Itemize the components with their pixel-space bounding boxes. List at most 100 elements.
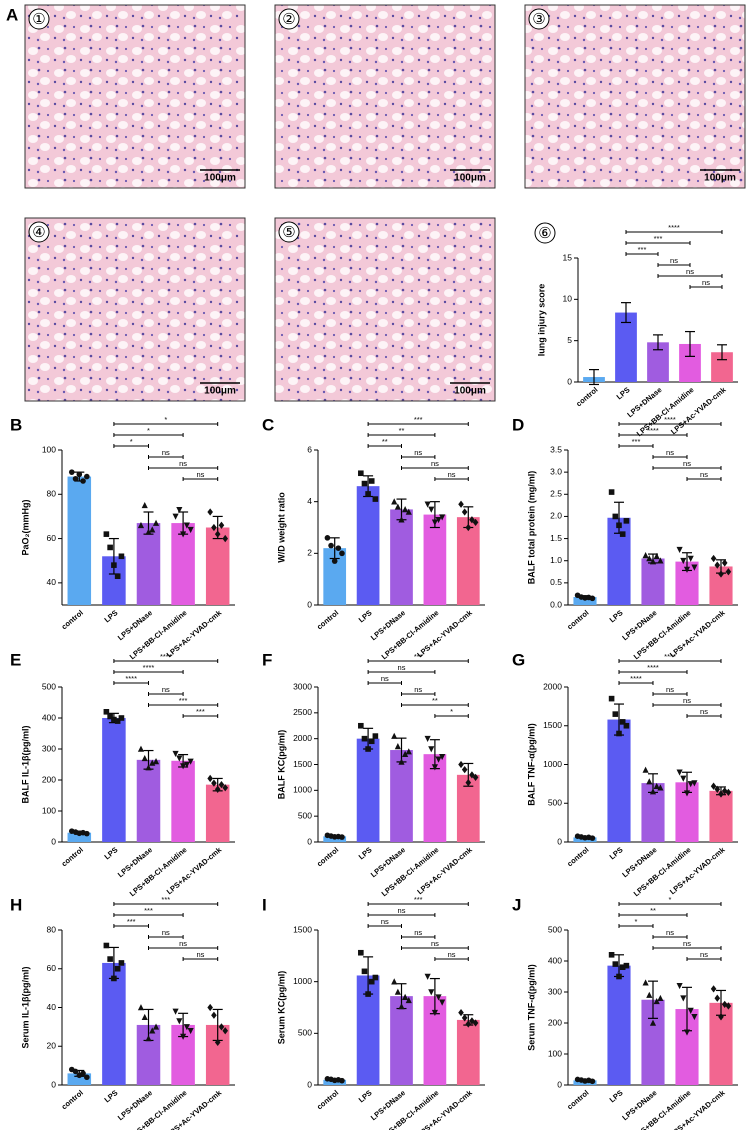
significance-label: ns bbox=[196, 470, 204, 479]
bar bbox=[679, 343, 701, 382]
data-point bbox=[424, 735, 431, 743]
image-label: ① bbox=[32, 11, 45, 28]
y-tick-label: 0 bbox=[307, 1079, 312, 1089]
data-point bbox=[372, 733, 379, 739]
data-point bbox=[141, 1013, 148, 1020]
x-tick-label: control bbox=[315, 608, 340, 631]
significance-label: ns bbox=[381, 674, 389, 683]
data-point bbox=[394, 743, 401, 750]
data-point bbox=[80, 478, 86, 484]
data-point bbox=[676, 983, 683, 990]
significance-label: ** bbox=[650, 906, 656, 915]
significance-label: **** bbox=[630, 674, 642, 683]
data-point bbox=[114, 718, 121, 724]
data-point bbox=[328, 542, 334, 549]
data-point bbox=[714, 994, 721, 1002]
data-point bbox=[365, 991, 371, 997]
bar bbox=[171, 523, 195, 605]
data-point bbox=[653, 997, 660, 1005]
bar bbox=[709, 1002, 733, 1085]
significance-label: *** bbox=[654, 234, 663, 243]
y-axis-label: BALF total protein (mg/ml) bbox=[526, 471, 536, 585]
data-point bbox=[710, 782, 717, 790]
data-point bbox=[439, 999, 446, 1006]
y-axis-label: lung injury score bbox=[536, 284, 546, 357]
y-tick-label: 2.0 bbox=[550, 511, 562, 521]
data-point bbox=[589, 835, 596, 841]
y-tick-label: 0 bbox=[557, 1079, 562, 1089]
data-point bbox=[152, 519, 160, 526]
data-point bbox=[612, 513, 619, 520]
data-point bbox=[646, 991, 653, 998]
significance-label: *** bbox=[196, 707, 205, 716]
data-point bbox=[180, 763, 187, 770]
data-point bbox=[80, 1070, 86, 1077]
y-tick-label: 0 bbox=[307, 836, 312, 846]
data-point bbox=[402, 506, 409, 513]
data-point bbox=[718, 790, 724, 798]
panel-label: D bbox=[512, 415, 524, 434]
data-point bbox=[402, 750, 409, 757]
bar bbox=[67, 832, 92, 842]
data-point bbox=[721, 559, 728, 567]
data-point bbox=[180, 1033, 187, 1040]
data-point bbox=[649, 1019, 657, 1026]
scale-bar-label: 100μm bbox=[454, 386, 486, 397]
y-tick-label: 500 bbox=[548, 924, 562, 934]
data-point bbox=[187, 758, 194, 765]
bar bbox=[647, 342, 669, 382]
data-point bbox=[718, 1013, 724, 1021]
data-point bbox=[137, 745, 145, 752]
y-tick-label: 1000 bbox=[293, 785, 312, 795]
data-point bbox=[103, 709, 110, 715]
bar bbox=[205, 784, 230, 842]
data-point bbox=[394, 503, 401, 510]
bar bbox=[390, 750, 413, 842]
bar bbox=[641, 558, 665, 605]
data-point bbox=[439, 753, 446, 761]
data-point bbox=[218, 521, 225, 529]
bar bbox=[675, 1009, 699, 1085]
y-tick-label: 5 bbox=[567, 335, 572, 345]
data-point bbox=[152, 758, 160, 765]
histology-image bbox=[524, 4, 746, 189]
data-point bbox=[394, 988, 401, 995]
bar bbox=[136, 523, 161, 605]
data-point bbox=[361, 480, 368, 487]
data-point bbox=[623, 722, 630, 729]
data-point bbox=[368, 738, 375, 745]
scale-bar-label: 100μm bbox=[204, 386, 236, 397]
bar bbox=[456, 517, 480, 605]
data-point bbox=[465, 778, 472, 787]
data-point bbox=[405, 748, 412, 755]
data-point bbox=[172, 513, 179, 520]
data-point bbox=[207, 1003, 213, 1012]
data-point bbox=[172, 750, 179, 758]
image-label: ⑤ bbox=[282, 224, 295, 241]
y-tick-label: 1.5 bbox=[550, 533, 562, 543]
y-axis-label: BALF TNF-α(pg/ml) bbox=[526, 723, 536, 806]
data-point bbox=[214, 785, 221, 793]
data-point bbox=[114, 965, 121, 972]
significance-label: ns bbox=[431, 459, 439, 468]
x-tick-label: control bbox=[565, 845, 590, 868]
data-point bbox=[589, 1078, 596, 1085]
data-point bbox=[472, 773, 479, 782]
y-axis-label: Serum IL-1β(pg/ml) bbox=[20, 966, 30, 1048]
y-tick-label: 1.0 bbox=[550, 555, 562, 565]
histology-image bbox=[24, 217, 246, 402]
data-point bbox=[111, 975, 117, 982]
data-point bbox=[680, 557, 687, 565]
bar bbox=[709, 566, 733, 605]
significance-label: ns bbox=[162, 685, 170, 694]
y-tick-label: 3000 bbox=[293, 681, 312, 691]
data-point bbox=[680, 775, 687, 782]
bar bbox=[607, 517, 631, 605]
bar bbox=[171, 1024, 195, 1085]
data-point bbox=[619, 964, 626, 970]
data-point bbox=[461, 1014, 468, 1022]
data-point bbox=[589, 595, 596, 602]
data-point bbox=[680, 995, 687, 1002]
data-point bbox=[118, 960, 125, 966]
